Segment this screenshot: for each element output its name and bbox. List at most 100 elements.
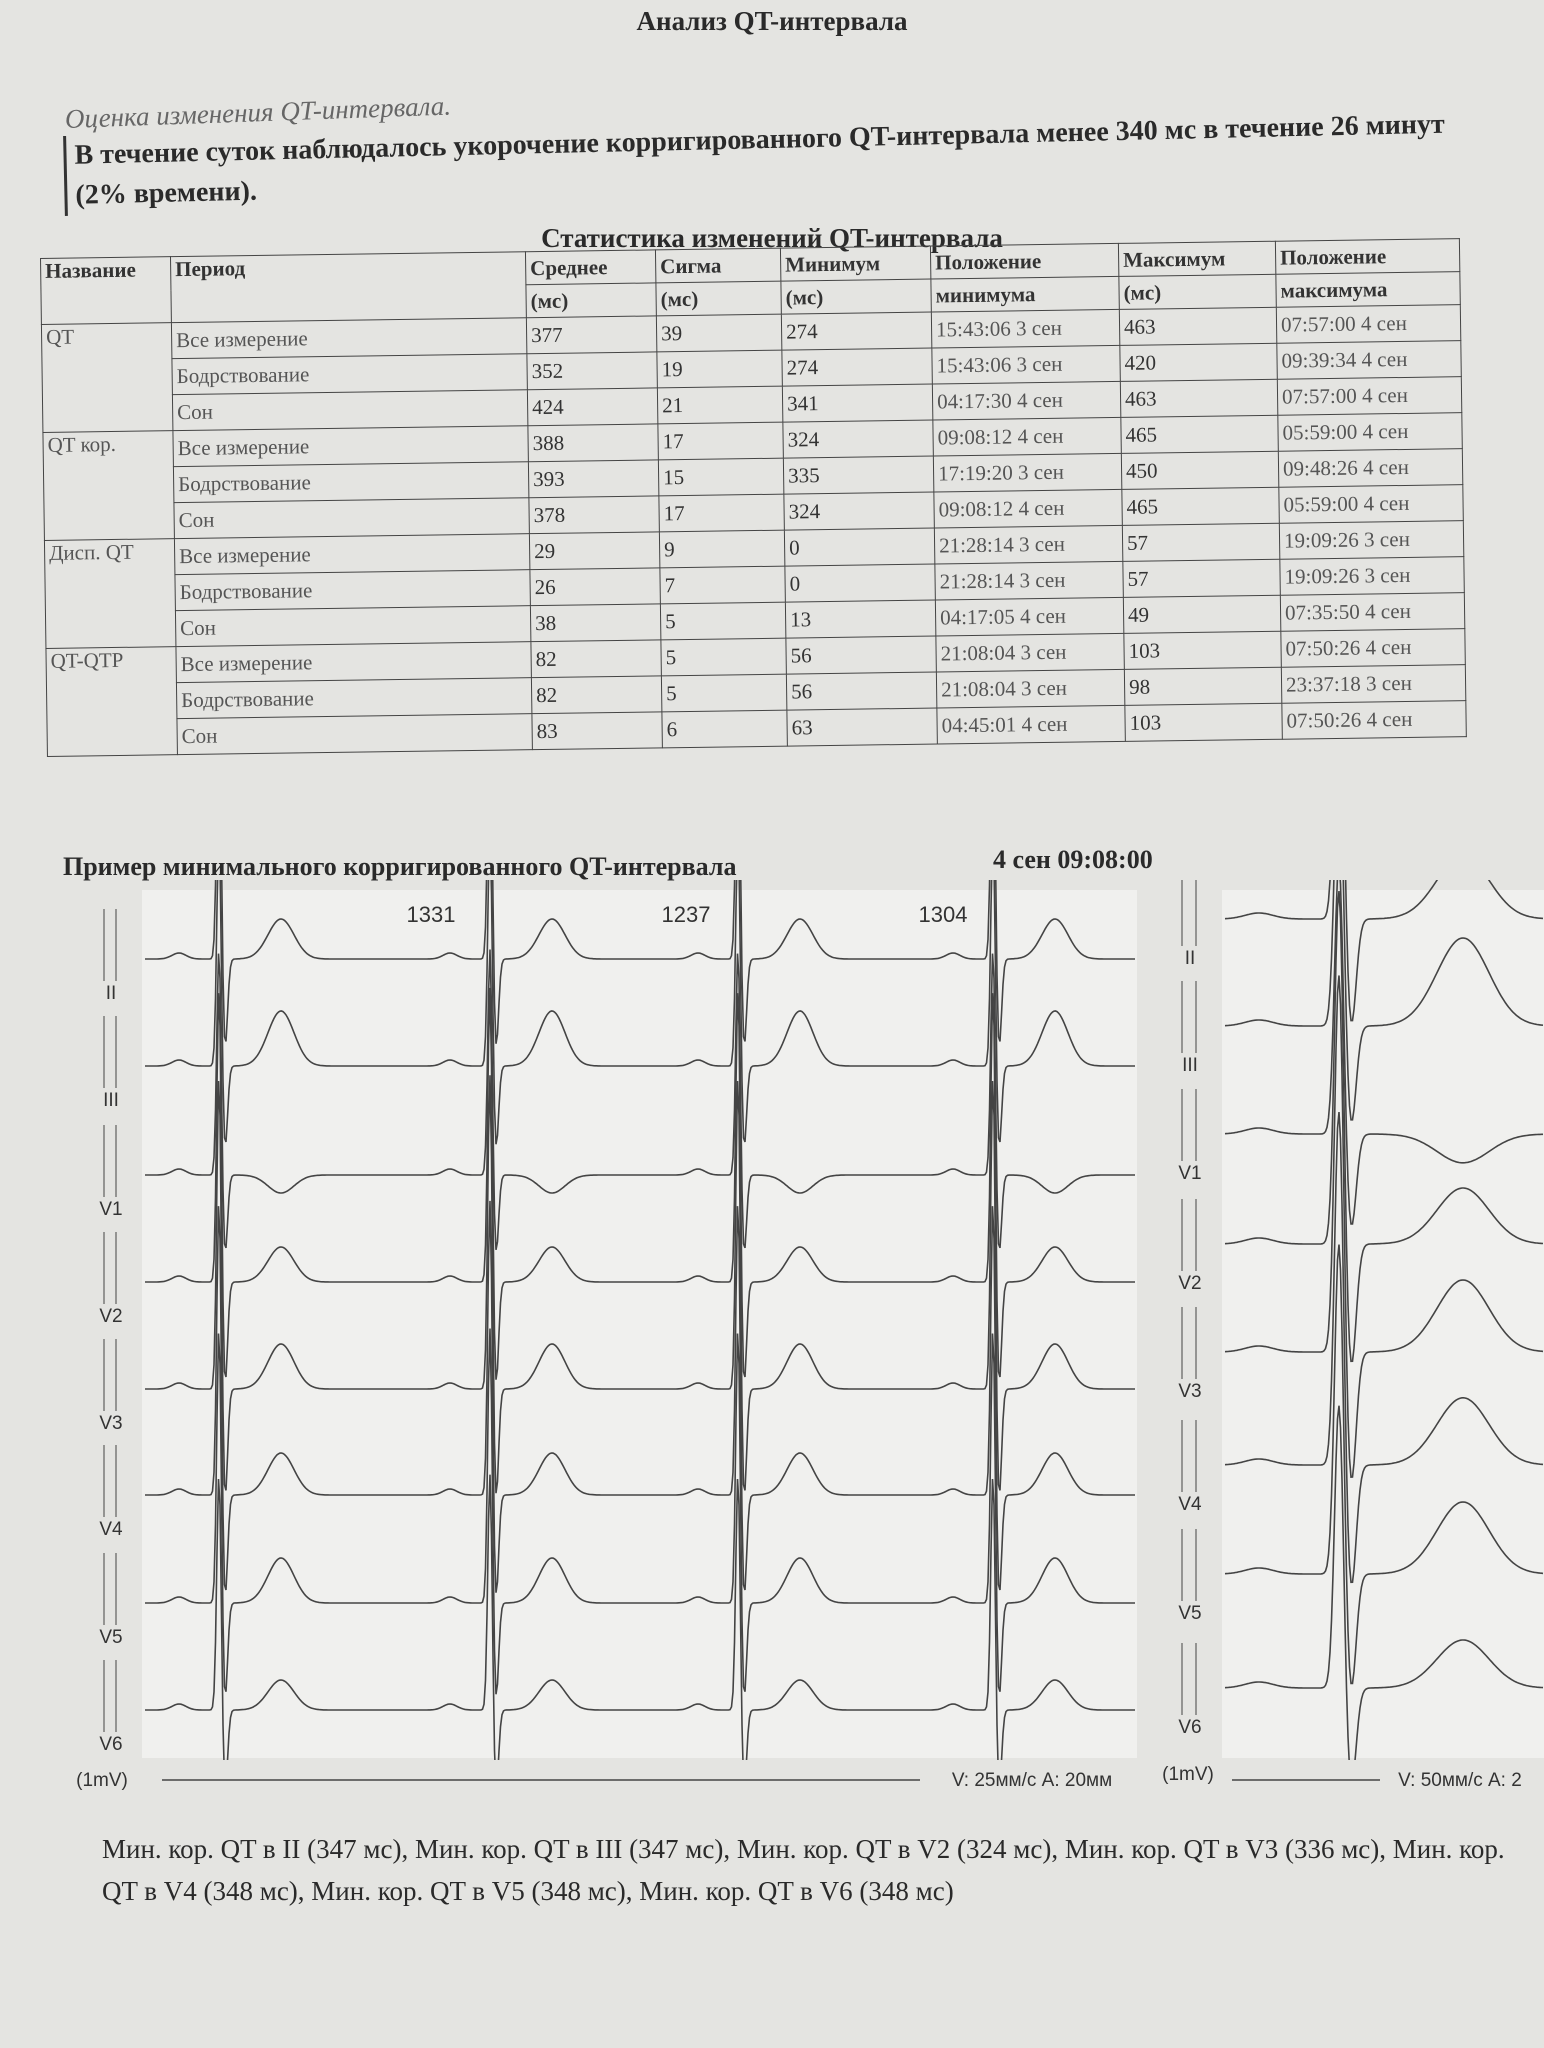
calibration-mark [1181, 880, 1197, 946]
calibration-mark [103, 1445, 117, 1517]
calibration-mark [103, 1339, 117, 1411]
ecg-trace [1224, 880, 1544, 1121]
lead-label: V3 [1178, 1381, 1201, 1402]
value-cell: 98 [1124, 667, 1282, 706]
header-cell: (мс) [780, 279, 932, 315]
value-cell: 56 [786, 672, 937, 711]
ecg-trace [1224, 975, 1544, 1478]
ecg-trace [145, 1328, 1135, 1695]
value-cell: 352 [526, 351, 658, 390]
scale-unit: (1mV) [76, 1770, 128, 1791]
value-cell: 07:50:26 4 сен [1280, 628, 1466, 668]
value-cell: 103 [1123, 631, 1282, 670]
lead-label: V5 [1178, 1603, 1201, 1624]
table-title: Статистика изменений QT-интервала [541, 223, 1003, 253]
value-cell: 19:09:26 3 сен [1279, 520, 1464, 560]
ecg-trace [145, 1075, 1135, 1494]
calibration-mark [103, 1553, 117, 1625]
calibration-mark [103, 1016, 117, 1088]
period-cell: Сон [176, 713, 533, 755]
value-cell: 17 [657, 422, 784, 460]
header-cell: Положение [1275, 238, 1460, 275]
value-cell: 07:50:26 4 сен [1281, 700, 1467, 740]
value-cell: 378 [528, 495, 660, 534]
lead-label: V1 [1178, 1163, 1201, 1184]
value-cell: 82 [531, 675, 662, 714]
period-cell: Бодрствование [171, 353, 528, 395]
value-cell: 21:28:14 3 сен [934, 525, 1123, 565]
value-cell: 21:08:04 3 сен [935, 633, 1125, 673]
header-cell: (мс) [1118, 274, 1277, 310]
value-cell: 07:35:50 4 сен [1280, 592, 1465, 632]
period-cell: Все измерение [172, 425, 529, 467]
value-cell: 09:48:26 4 сен [1278, 448, 1463, 488]
header-cell: Максимум [1118, 241, 1276, 277]
value-cell: 393 [528, 459, 659, 498]
value-cell: 0 [784, 528, 935, 567]
ecg-trace [145, 880, 1135, 1145]
value-cell: 274 [781, 348, 933, 387]
group-cell: Дисп. QT [44, 538, 176, 649]
lead-label: V3 [99, 1413, 122, 1434]
ecg-right-panel [1222, 890, 1544, 1758]
ecg-timestamp: 4 сен 09:08:00 [993, 845, 1153, 874]
ecg-trace [145, 1200, 1135, 1593]
value-cell: 6 [661, 710, 788, 748]
speed-label: V: 25мм/с A: 20мм [952, 1770, 1112, 1791]
period-cell: Сон [172, 389, 528, 431]
value-cell: 424 [527, 387, 658, 426]
calibration-mark [1181, 981, 1197, 1053]
value-cell: 420 [1119, 343, 1278, 382]
header-cell: (мс) [655, 281, 782, 316]
period-cell: Сон [175, 605, 531, 647]
value-cell: 09:39:34 4 сен [1276, 340, 1462, 380]
value-cell: 5 [660, 638, 787, 676]
header-cell: минимума [930, 276, 1120, 313]
group-cell: QT-QTP [45, 646, 178, 757]
period-cell: Все измерение [171, 317, 527, 359]
ecg-trace [1224, 1405, 1544, 1760]
value-cell: 13 [785, 600, 936, 639]
period-cell: Бодрствование [176, 677, 532, 719]
calibration-mark [1181, 1199, 1197, 1271]
ecg-trace [1224, 880, 1543, 1225]
rr-label: 1304 [919, 902, 968, 927]
ecg-trace [1224, 891, 1544, 1363]
value-cell: 5 [661, 674, 787, 712]
header-cell: Положение [930, 243, 1119, 280]
ecg-trace [1224, 880, 1544, 1022]
period-cell: Бодрствование [174, 569, 531, 611]
calibration-mark [103, 1660, 117, 1732]
header-cell: (мс) [525, 282, 657, 318]
value-cell: 388 [527, 423, 659, 462]
value-cell: 57 [1122, 523, 1280, 562]
ecg-trace [145, 987, 1135, 1380]
value-cell: 26 [529, 567, 661, 606]
period-cell: Сон [173, 497, 530, 539]
period-cell: Все измерение [174, 533, 530, 575]
value-cell: 15 [658, 458, 784, 496]
value-cell: 21 [657, 386, 783, 424]
value-cell: 49 [1123, 595, 1281, 634]
value-cell: 335 [783, 456, 934, 495]
calibration-mark [1181, 1307, 1197, 1379]
group-cell: QT кор. [42, 430, 175, 541]
lead-label: V4 [1178, 1494, 1202, 1515]
ecg-title: Пример минимального корригированного QT-… [63, 852, 737, 881]
value-cell: 103 [1124, 703, 1283, 742]
value-cell: 465 [1121, 487, 1280, 526]
value-cell: 450 [1121, 451, 1279, 490]
value-cell: 04:17:30 4 сен [932, 381, 1121, 421]
value-cell: 63 [786, 708, 938, 747]
ecg-trace [1224, 1112, 1544, 1584]
lead-label: V4 [99, 1519, 123, 1540]
value-cell: 83 [531, 711, 663, 750]
value-cell: 463 [1120, 379, 1278, 418]
header-cell: Сигма [655, 248, 781, 283]
value-cell: 7 [659, 566, 786, 604]
value-cell: 21:08:04 3 сен [936, 669, 1125, 709]
value-cell: 07:57:00 4 сен [1277, 376, 1462, 416]
rr-label: 1237 [662, 902, 711, 927]
